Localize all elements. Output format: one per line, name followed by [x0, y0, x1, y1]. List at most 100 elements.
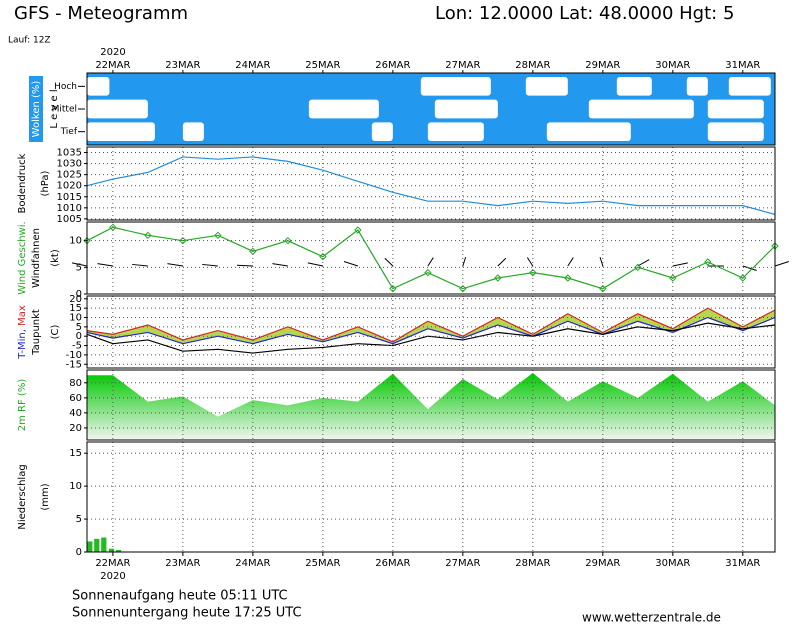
series-line: [86, 307, 776, 343]
y-axis-label: T-Min, Max: [17, 305, 28, 360]
x-tick-label: 29MAR: [585, 558, 620, 569]
y-axis-label: (hPa): [40, 170, 51, 196]
marker: [529, 268, 537, 277]
cloud: [546, 122, 631, 141]
wind-barb: [567, 257, 574, 267]
y-axis-label: L e v e l: [49, 89, 60, 128]
y-tick-label: -5: [72, 341, 82, 352]
y-tick-label: 10: [69, 313, 82, 324]
wind-barb: [637, 259, 650, 267]
y-tick-label: 1010: [57, 203, 82, 214]
y-axis-label-part: (hPa): [40, 170, 51, 196]
series-line: [86, 316, 776, 345]
y-axis-label: Taupunkt: [31, 309, 42, 356]
wind-barb: [497, 257, 507, 267]
y-axis-label: Wolken (%): [31, 81, 42, 138]
y-axis-label: (kt): [50, 249, 61, 267]
y-axis-label: Niederschlag: [17, 464, 28, 529]
x-tick-label: 22MAR: [95, 60, 130, 71]
wind-barb: [97, 263, 113, 267]
cloud: [427, 122, 484, 141]
y-tick-label: 20: [69, 294, 82, 305]
x-tick-label: 28MAR: [515, 60, 550, 71]
x-tick-label: 30MAR: [655, 558, 690, 569]
bar: [94, 538, 100, 552]
wind-barb: [742, 265, 757, 271]
y-tick-label: 20: [69, 423, 82, 434]
bar: [101, 537, 107, 552]
y-axis-label: 2m RF (%): [17, 379, 28, 432]
marker: [634, 263, 642, 272]
panel-frame: [86, 295, 776, 369]
marker: [214, 231, 222, 240]
cloud: [525, 77, 568, 96]
y-tick-label: 0: [76, 331, 82, 342]
y-axis-label-part: Wolken (%): [31, 81, 42, 138]
y-tick-label: 1025: [57, 170, 82, 181]
marker: [459, 284, 467, 293]
wind-barb: [272, 263, 288, 267]
y-axis-label-part: T-Min,: [17, 329, 28, 360]
cloud: [420, 77, 491, 96]
bar: [115, 550, 122, 552]
wind-barb: [384, 257, 394, 267]
wind-barb: [462, 256, 467, 267]
y-tick-label: -15: [66, 359, 82, 370]
y-axis-label: Bodendruck: [17, 153, 28, 213]
cloud: [728, 77, 771, 96]
y-axis-label-part: 2m RF (%): [17, 379, 28, 432]
x-tick-label: 25MAR: [305, 558, 340, 569]
x-tick-label: 23MAR: [165, 60, 200, 71]
x-tick-label: 30MAR: [655, 60, 690, 71]
y-axis-label-part: Windfahnen: [31, 228, 42, 288]
year-bottom: 2020: [100, 571, 125, 582]
series-line: [86, 226, 776, 290]
level-label: Mittel: [52, 105, 77, 115]
level-label: Tief: [60, 127, 78, 137]
y-axis-label-part: Wind Geschwi.: [17, 221, 28, 294]
wind-barb: [167, 263, 183, 267]
marker: [424, 268, 432, 277]
y-axis-label-part: L e v e l: [49, 89, 60, 128]
cloud: [707, 99, 764, 119]
wind-barb: [774, 261, 790, 267]
wind-barb: [343, 261, 359, 267]
y-axis-label-part: Bodendruck: [17, 153, 28, 213]
marker: [739, 274, 747, 282]
y-axis-label: Wind Geschwi.: [17, 221, 28, 294]
panel: [87, 222, 775, 294]
cloud: [686, 77, 708, 96]
y-tick-label: 15: [69, 448, 82, 459]
x-tick-label: 24MAR: [235, 60, 270, 71]
cloud: [87, 77, 110, 96]
wind-barb: [132, 263, 148, 267]
x-tick-label: 28MAR: [515, 558, 550, 569]
wind-barb: [672, 262, 688, 267]
y-tick-label: 5: [76, 322, 82, 333]
y-tick-label: 1020: [57, 181, 82, 192]
y-axis-label: (mm): [40, 483, 51, 510]
x-tick-label: 24MAR: [235, 558, 270, 569]
panel: [87, 442, 775, 552]
marker: [144, 231, 152, 240]
panel-frame: [86, 72, 776, 146]
cloud: [371, 122, 393, 141]
y-axis-label-part: Max: [17, 305, 28, 329]
y-tick-label: 1035: [57, 148, 82, 159]
cloud: [87, 122, 155, 141]
marker: [704, 258, 712, 266]
sunset: Sonnenuntergang heute 17:25 UTC: [72, 606, 302, 621]
panel-frame: [86, 146, 776, 221]
marker: [284, 236, 292, 245]
marker: [179, 236, 187, 245]
y-tick-label: 0: [76, 547, 82, 558]
y-tick-label: 1030: [57, 159, 82, 170]
y-tick-label: 60: [69, 393, 82, 404]
y-tick-label: 80: [69, 378, 82, 389]
marker: [319, 252, 327, 261]
cloud: [588, 99, 694, 119]
y-tick-label: -10: [66, 350, 82, 361]
level-label: Hoch: [54, 82, 77, 92]
x-tick-label: 31MAR: [725, 60, 760, 71]
y-tick-label: 5: [76, 514, 82, 525]
